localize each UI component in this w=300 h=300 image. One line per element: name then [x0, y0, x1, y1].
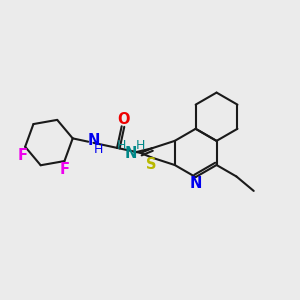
- Text: H: H: [117, 139, 126, 152]
- Text: N: N: [87, 133, 100, 148]
- Text: O: O: [117, 112, 129, 128]
- Text: N: N: [125, 146, 137, 161]
- Text: S: S: [146, 158, 156, 172]
- Text: F: F: [18, 148, 28, 163]
- Text: F: F: [60, 162, 70, 177]
- Text: H: H: [135, 139, 145, 152]
- Text: N: N: [190, 176, 203, 191]
- Text: H: H: [94, 143, 103, 156]
